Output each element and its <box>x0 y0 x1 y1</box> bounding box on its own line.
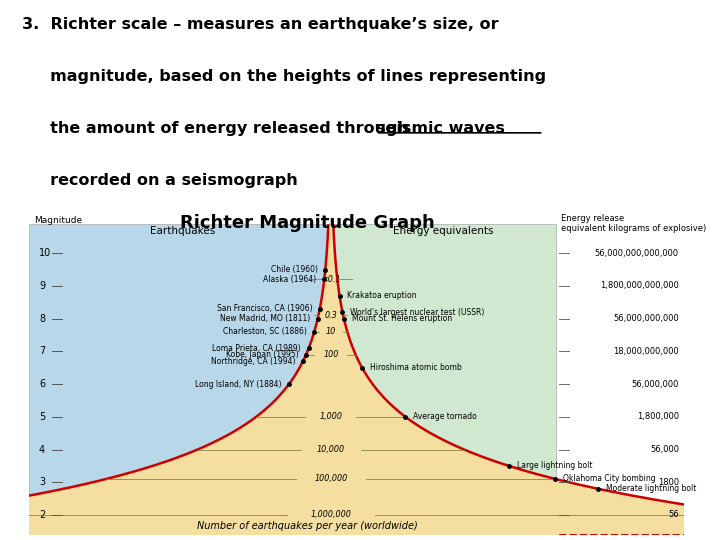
Text: 18,000,000,000: 18,000,000,000 <box>613 347 679 356</box>
Text: 56,000,000,000,000: 56,000,000,000,000 <box>595 248 679 258</box>
Text: 100,000: 100,000 <box>314 475 348 483</box>
Text: Large lightning bolt: Large lightning bolt <box>516 461 592 470</box>
Text: Average tornado: Average tornado <box>413 412 477 421</box>
Text: Loma Prieta, CA (1989): Loma Prieta, CA (1989) <box>212 343 301 353</box>
Text: 8: 8 <box>39 314 45 323</box>
Text: 5: 5 <box>39 412 45 422</box>
Text: Moderate lightning bolt: Moderate lightning bolt <box>606 484 696 493</box>
Text: Charleston, SC (1886): Charleston, SC (1886) <box>222 327 307 336</box>
Text: Earthquakes: Earthquakes <box>150 226 215 237</box>
Text: Krakatoa eruption: Krakatoa eruption <box>347 291 417 300</box>
Text: Richter Magnitude Graph: Richter Magnitude Graph <box>181 214 435 232</box>
Text: Long Island, NY (1884): Long Island, NY (1884) <box>195 380 282 389</box>
Text: Mount St. Helens eruption: Mount St. Helens eruption <box>351 314 451 323</box>
Text: recorded on a seismograph: recorded on a seismograph <box>22 173 297 188</box>
Text: 7: 7 <box>39 346 45 356</box>
Text: Kobe, Japan (1995): Kobe, Japan (1995) <box>225 350 298 359</box>
Bar <box>29 224 369 535</box>
Text: 10: 10 <box>39 248 51 258</box>
Text: 1800: 1800 <box>658 478 679 487</box>
Text: Hiroshima atomic bomb: Hiroshima atomic bomb <box>370 363 462 372</box>
Text: 1,800,000,000,000: 1,800,000,000,000 <box>600 281 679 291</box>
Text: Northridge, CA (1994): Northridge, CA (1994) <box>211 356 295 366</box>
Text: 3: 3 <box>39 477 45 487</box>
Text: 56,000,000: 56,000,000 <box>631 380 679 389</box>
Text: 3.  Richter scale – measures an earthquake’s size, or: 3. Richter scale – measures an earthquak… <box>22 17 498 32</box>
Text: New Madrid, MO (1811): New Madrid, MO (1811) <box>220 314 310 323</box>
Bar <box>330 224 556 535</box>
Text: 1,800,000: 1,800,000 <box>636 412 679 421</box>
Text: Magnitude: Magnitude <box>34 215 82 225</box>
Text: 100: 100 <box>323 350 338 359</box>
Text: 6: 6 <box>39 379 45 389</box>
Text: <0.1: <0.1 <box>321 275 341 284</box>
Text: Energy equivalents: Energy equivalents <box>393 226 494 237</box>
Text: 1,000,000: 1,000,000 <box>310 510 351 519</box>
Text: 10,000: 10,000 <box>317 445 345 454</box>
Text: 4: 4 <box>39 444 45 455</box>
Text: San Francisco, CA (1906): San Francisco, CA (1906) <box>217 304 312 313</box>
Text: 9: 9 <box>39 281 45 291</box>
Text: World's largest nuclear test (USSR): World's largest nuclear test (USSR) <box>350 308 485 316</box>
Text: 2: 2 <box>39 510 45 520</box>
Text: Number of earthquakes per year (worldwide): Number of earthquakes per year (worldwid… <box>197 521 418 531</box>
Text: Oklahoma City bombing: Oklahoma City bombing <box>563 475 656 483</box>
Text: 56,000,000,000: 56,000,000,000 <box>613 314 679 323</box>
Text: Chile (1960): Chile (1960) <box>271 265 318 274</box>
Text: magnitude, based on the heights of lines representing: magnitude, based on the heights of lines… <box>22 69 546 84</box>
Text: Alaska (1964): Alaska (1964) <box>264 275 317 284</box>
Text: the amount of energy released through: the amount of energy released through <box>22 121 414 136</box>
Text: 56: 56 <box>668 510 679 519</box>
Text: Energy release
equivalent kilograms of explosive): Energy release equivalent kilograms of e… <box>561 214 706 233</box>
Text: 0.3: 0.3 <box>325 311 337 320</box>
Text: 10: 10 <box>325 327 336 336</box>
Text: 1,000: 1,000 <box>319 412 342 421</box>
Text: seismic waves: seismic waves <box>376 121 505 136</box>
Text: 56,000: 56,000 <box>650 445 679 454</box>
